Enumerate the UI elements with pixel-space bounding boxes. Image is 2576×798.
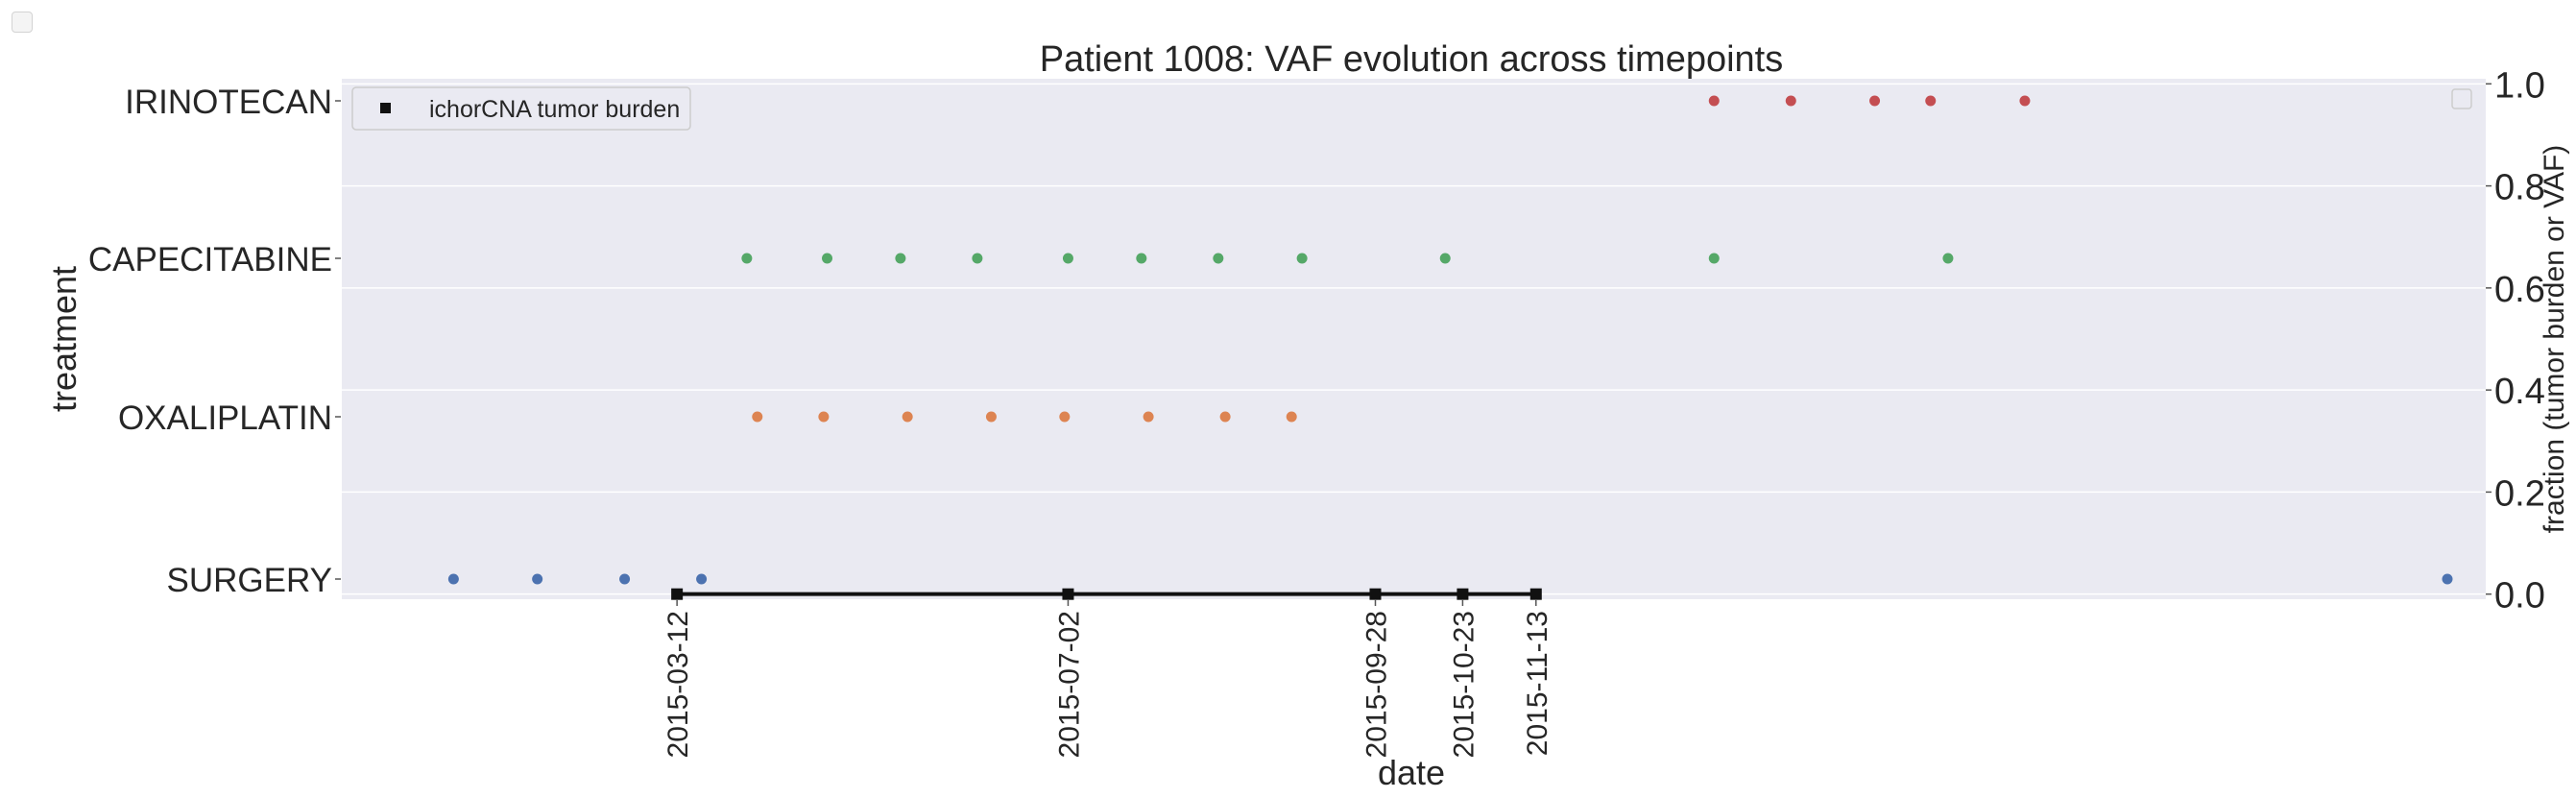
point-irinotecan-3: [1925, 95, 1937, 107]
point-oxaliplatin-4: [1059, 411, 1071, 423]
tumor-burden-marker-1: [1062, 588, 1074, 600]
point-oxaliplatin-7: [1286, 411, 1297, 423]
empty-right-legend: [2451, 88, 2472, 109]
plot-background: [342, 79, 2486, 599]
x-tick-label-2: 2015-09-28: [1360, 611, 1392, 758]
data-marks: [447, 95, 2453, 600]
y2-tick-label-5: 1.0: [2494, 65, 2545, 106]
y2-tick-label-3: 0.6: [2494, 270, 2545, 310]
chart-title: Patient 1008: VAF evolution across timep…: [1040, 39, 1784, 80]
point-irinotecan-4: [2019, 95, 2031, 107]
y2-tick-label-4: 0.8: [2494, 168, 2545, 208]
point-capecitabine-3: [972, 253, 983, 264]
x-axis-label: date: [1378, 753, 1445, 792]
point-oxaliplatin-3: [985, 411, 997, 423]
legend-marker-square: [380, 103, 391, 113]
tumor-burden-marker-0: [671, 588, 684, 600]
y-tick-label-surgery: SURGERY: [167, 562, 332, 599]
point-surgery-4: [2442, 573, 2453, 585]
x-tick-label-0: 2015-03-12: [662, 611, 694, 758]
point-capecitabine-9: [1708, 253, 1720, 264]
x-tick-label-1: 2015-07-02: [1053, 611, 1085, 758]
point-surgery-0: [447, 573, 459, 585]
point-capecitabine-6: [1213, 253, 1224, 264]
point-irinotecan-2: [1869, 95, 1881, 107]
y2-tick-label-1: 0.2: [2494, 473, 2545, 514]
tumor-burden-marker-4: [1529, 588, 1542, 600]
axes: SURGERY OXALIPLATIN CAPECITABINE IRINOTECAN…: [88, 65, 2545, 758]
point-capecitabine-2: [895, 253, 906, 264]
point-surgery-3: [696, 573, 708, 585]
right-y-axis-label: fraction (tumor burden or VAF): [2539, 145, 2570, 534]
left-y-axis-label: treatment: [44, 266, 84, 412]
x-tick-label-3: 2015-10-23: [1448, 611, 1480, 758]
point-oxaliplatin-1: [818, 411, 830, 423]
point-oxaliplatin-0: [752, 411, 763, 423]
point-irinotecan-0: [1708, 95, 1720, 107]
legend-label-tumor-burden: ichorCNA tumor burden: [429, 96, 680, 123]
point-capecitabine-7: [1296, 253, 1308, 264]
point-oxaliplatin-6: [1219, 411, 1231, 423]
tumor-burden-marker-2: [1369, 588, 1382, 600]
point-capecitabine-4: [1062, 253, 1073, 264]
y2-tick-label-2: 0.4: [2494, 372, 2545, 412]
point-irinotecan-1: [1785, 95, 1796, 107]
point-oxaliplatin-2: [902, 411, 913, 423]
y-tick-label-irinotecan: IRINOTECAN: [125, 84, 332, 121]
point-surgery-1: [532, 573, 543, 585]
x-tick-label-4: 2015-11-13: [1522, 611, 1553, 756]
y-tick-label-oxaliplatin: OXALIPLATIN: [118, 399, 332, 437]
tumor-burden-marker-3: [1457, 588, 1469, 600]
y-tick-label-capecitabine: CAPECITABINE: [88, 241, 332, 278]
point-capecitabine-1: [822, 253, 833, 264]
figure-toggle-checkbox[interactable]: [12, 12, 33, 33]
point-capecitabine-8: [1439, 253, 1451, 264]
point-capecitabine-0: [741, 253, 753, 264]
y2-tick-label-0: 0.0: [2494, 576, 2545, 617]
point-oxaliplatin-5: [1143, 411, 1154, 423]
point-capecitabine-10: [1942, 253, 1954, 264]
empty-legend-box: [2451, 88, 2472, 109]
point-surgery-2: [619, 573, 631, 585]
point-capecitabine-5: [1136, 253, 1147, 264]
legend: ichorCNA tumor burden: [351, 86, 691, 131]
legend-box: [351, 86, 691, 131]
